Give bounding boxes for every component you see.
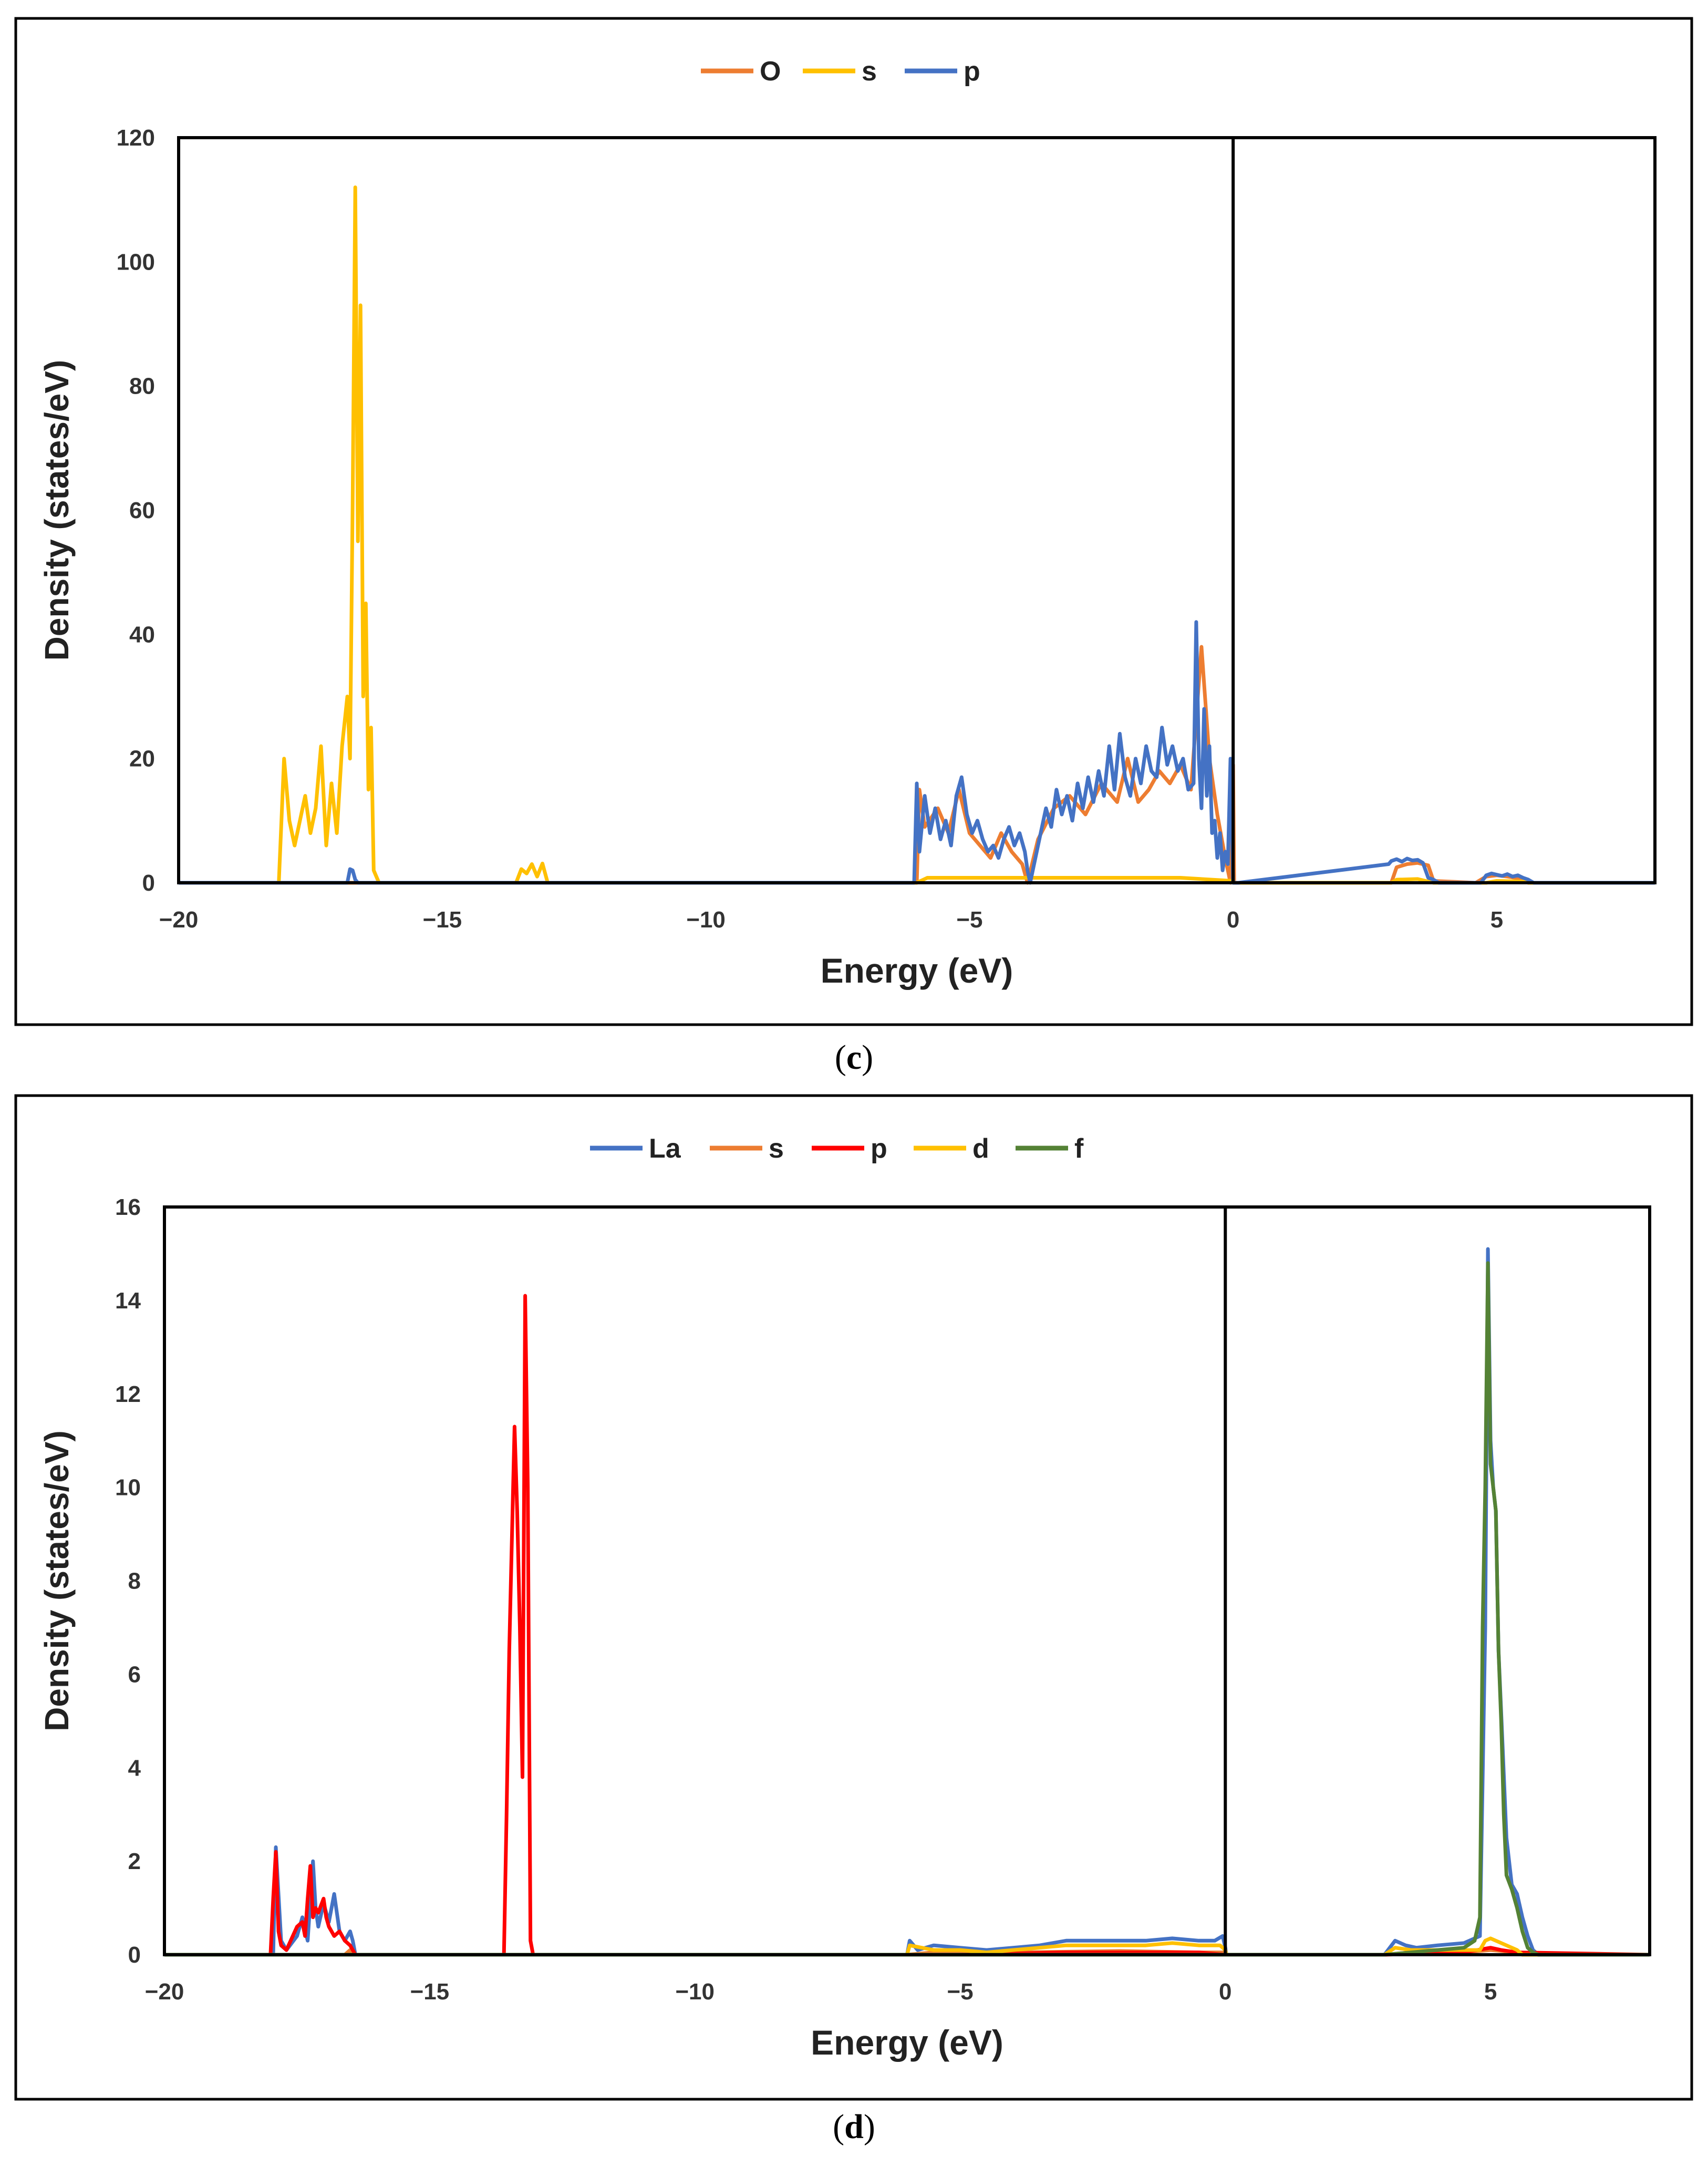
series-group xyxy=(164,1247,1650,1957)
y-tick-label: 120 xyxy=(117,125,155,151)
x-tick-label: −10 xyxy=(675,1979,715,2005)
legend-label-s: s xyxy=(769,1133,784,1164)
x-tick-label: −5 xyxy=(956,907,982,933)
x-tick-label: −5 xyxy=(947,1979,973,2005)
y-tick-label: 40 xyxy=(129,622,155,647)
y-tick-label: 4 xyxy=(128,1755,141,1781)
panel-frame xyxy=(14,1094,1693,2101)
series-line-f xyxy=(164,1261,1650,1957)
x-tick-label: −20 xyxy=(159,907,199,933)
y-tick-label: 100 xyxy=(117,249,155,275)
series-line-d xyxy=(164,1936,1650,1957)
caption-c: (c) xyxy=(834,1038,874,1077)
y-tick-label: 0 xyxy=(128,1942,141,1968)
caption-d: (d) xyxy=(833,2108,875,2146)
x-tick-label: −20 xyxy=(145,1979,184,2005)
legend-label-f: f xyxy=(1074,1133,1084,1164)
legend-label-p: p xyxy=(964,56,980,87)
y-tick-label: 14 xyxy=(115,1288,141,1314)
series-line-s xyxy=(179,185,1655,885)
series-line-p xyxy=(179,620,1655,885)
chart-panel-c: −20 −15 −10 −5 0 5 0 20 40 60 80 100 120 Energy (eV) D… xyxy=(14,17,1693,1026)
legend: La s p d f xyxy=(590,1133,1084,1164)
y-tick-label: 0 xyxy=(142,870,155,896)
x-tick-label: 5 xyxy=(1484,1979,1497,2005)
legend-label-O: O xyxy=(760,56,781,87)
x-axis-label: Energy (eV) xyxy=(821,951,1013,990)
legend-label-d: d xyxy=(972,1133,989,1164)
x-tick-label: −15 xyxy=(410,1979,450,2005)
y-tick-label: 16 xyxy=(115,1194,141,1220)
x-tick-label: −10 xyxy=(686,907,726,933)
series-line-O xyxy=(179,645,1655,885)
panel-label-c: c xyxy=(846,1038,862,1077)
chart-panel-d: −20 −15 −10 −5 0 5 0 2 4 6 8 10 12 14 16 Energy (eV) Den… xyxy=(14,1094,1693,2101)
legend-label-s: s xyxy=(862,56,877,87)
y-tick-label: 8 xyxy=(128,1569,141,1594)
y-tick-label: 6 xyxy=(128,1662,141,1687)
y-tick-label: 20 xyxy=(129,746,155,772)
series-group xyxy=(179,185,1655,885)
plot-area xyxy=(177,136,1657,884)
y-tick-label: 10 xyxy=(115,1475,141,1501)
legend-label-p: p xyxy=(871,1133,887,1164)
x-tick-label: 0 xyxy=(1219,1979,1231,2005)
x-tick-label: −15 xyxy=(422,907,462,933)
y-tick-label: 80 xyxy=(129,374,155,399)
legend-label-La: La xyxy=(649,1133,681,1164)
y-tick-label: 60 xyxy=(129,498,155,523)
x-tick-label: 0 xyxy=(1227,907,1239,933)
y-tick-label: 2 xyxy=(128,1849,141,1874)
panel-label-d: d xyxy=(844,2108,864,2146)
x-tick-label: 5 xyxy=(1490,907,1503,933)
series-line-La xyxy=(164,1247,1650,1957)
x-axis-label: Energy (eV) xyxy=(811,2023,1003,2062)
y-tick-label: 12 xyxy=(115,1381,141,1407)
plot-area xyxy=(163,1205,1651,1956)
y-axis-label: Density (states/eV) xyxy=(38,1430,76,1731)
panel-frame xyxy=(14,17,1693,1026)
y-axis-label: Density (states/eV) xyxy=(38,360,76,661)
series-line-p xyxy=(164,1294,1650,1957)
